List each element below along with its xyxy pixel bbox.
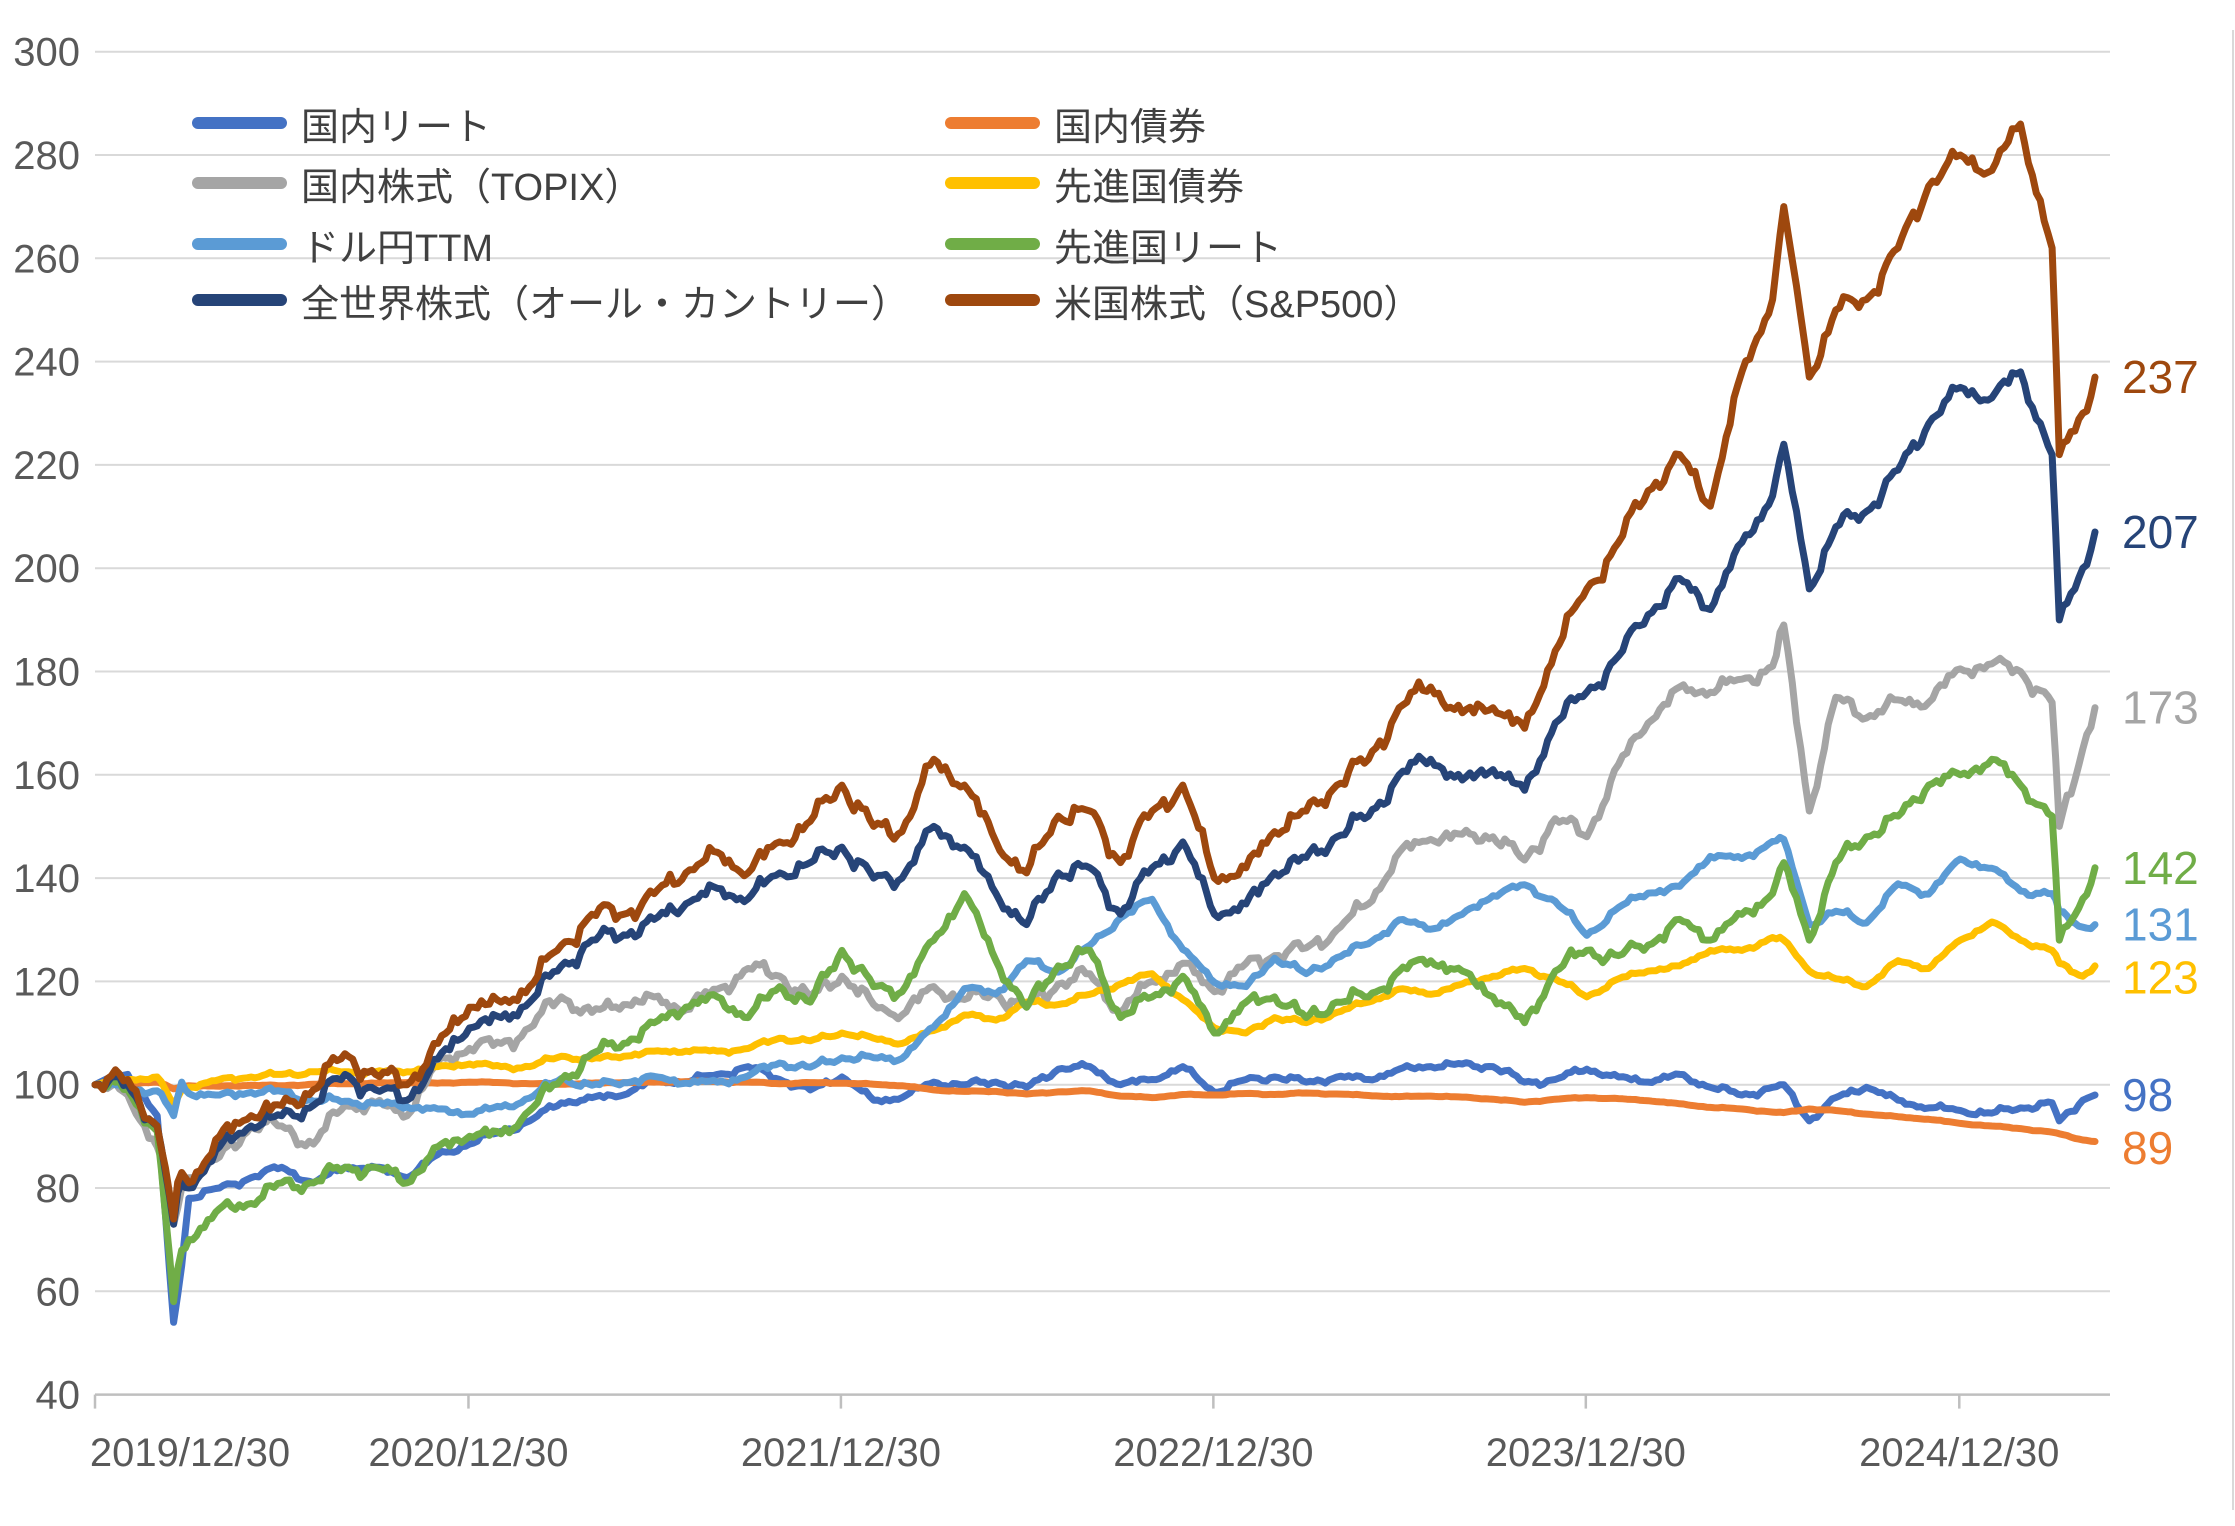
y-axis-tick-label: 100 [13,1064,80,1108]
end-value-label-207: 207 [2122,506,2199,558]
end-value-label-131: 131 [2122,899,2199,951]
series-line-dreit [91,755,2099,1306]
end-value-label-89: 89 [2122,1122,2173,1174]
y-axis-tick-label: 60 [36,1270,81,1314]
series-line-sp500 [91,120,2099,1223]
x-axis-tick-label: 2022/12/30 [1113,1431,1313,1475]
end-value-label-237: 237 [2122,351,2199,403]
y-axis-tick-label: 300 [13,31,80,75]
y-axis-tick-label: 120 [13,960,80,1004]
x-axis-tick-label: 2024/12/30 [1859,1431,2059,1475]
end-value-label-98: 98 [2122,1069,2173,1121]
end-value-label-123: 123 [2122,952,2199,1004]
y-axis-tick-label: 280 [13,134,80,178]
series-line-acwi [91,368,2099,1228]
y-axis-tick-label: 160 [13,754,80,798]
y-axis-tick-label: 180 [13,651,80,695]
y-axis-tick-label: 220 [13,444,80,488]
y-axis-tick-label: 260 [13,237,80,281]
x-axis-tick-label: 2019/12/30 [90,1431,290,1475]
y-axis-tick-label: 200 [13,547,80,591]
series-lines [91,120,2099,1326]
y-axis-tick-label: 240 [13,341,80,385]
x-axis-tick-label: 2023/12/30 [1486,1431,1686,1475]
end-value-label-142: 142 [2122,842,2199,894]
series-line-usdjpy [91,833,2099,1120]
x-axis-tick-label: 2021/12/30 [741,1431,941,1475]
end-value-label-173: 173 [2122,682,2199,734]
x-axis [93,1393,2110,1409]
x-axis-tick-label: 2020/12/30 [368,1431,568,1475]
x-axis-labels: 2019/12/30 2020/12/30 2021/12/30 2022/12/30… [90,1431,2059,1475]
y-axis-tick-label: 140 [13,857,80,901]
y-axis-labels: 300 280 260 240 220 200 180 160 140 120 100 80 60 40 [13,31,80,1418]
y-axis-tick-label: 40 [36,1374,81,1418]
series-line-topix [91,621,2099,1228]
y-axis-tick-label: 80 [36,1167,81,1211]
